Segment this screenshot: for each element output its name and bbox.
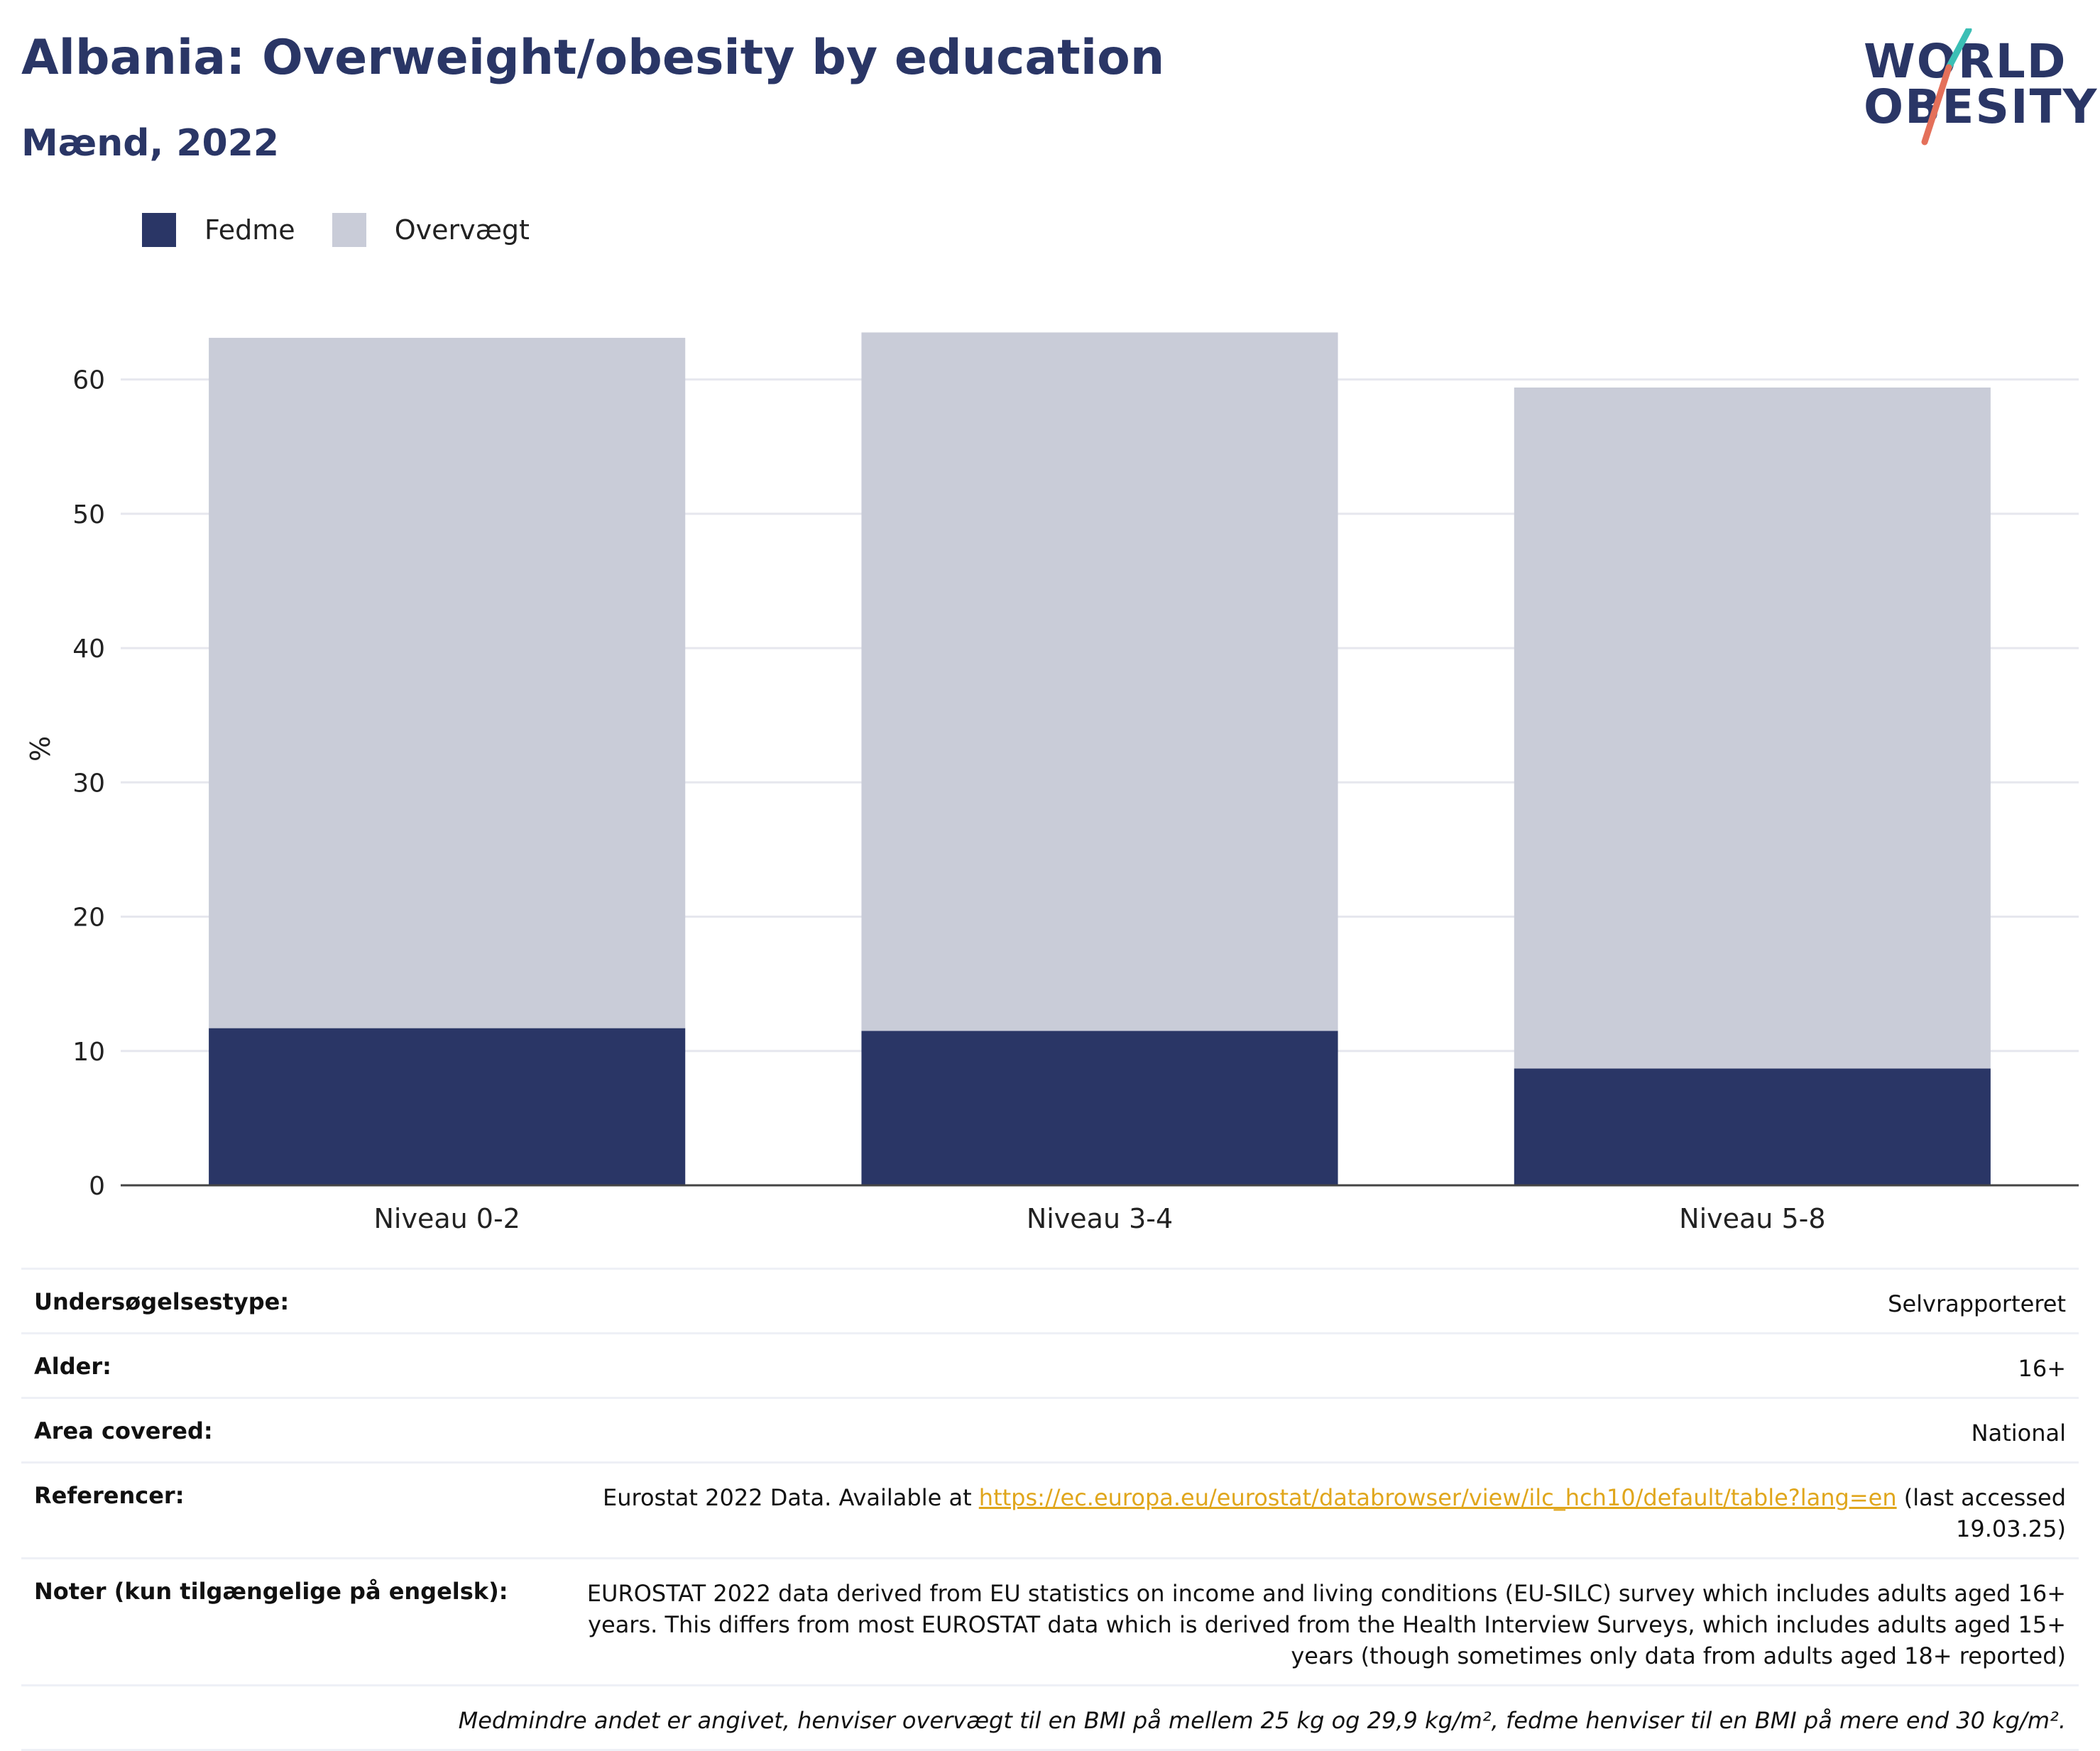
references-suffix: (last accessed 19.03.25) [1896, 1484, 2066, 1542]
references-value: Eurostat 2022 Data. Available at https:/… [540, 1482, 2066, 1544]
survey-type-value: Selvrapporteret [1888, 1290, 2066, 1317]
age-value: 16+ [2018, 1355, 2066, 1382]
chart-legend: Fedme Overvægt [142, 210, 567, 250]
area-label: Area covered: [34, 1417, 213, 1444]
stacked-bar-chart: 0 10 20 30 40 50 60% Niveau 0-2 Niveau 3-4 Niveau… [25, 332, 2079, 1234]
x-tick-label: Niveau 0-2 [373, 1203, 520, 1234]
logo-line-2: OBESITY [1864, 79, 2099, 134]
info-row-survey-type: Undersøgelsestype: Selvrapporteret [21, 1268, 2079, 1332]
survey-type-label: Undersøgelsestype: [34, 1288, 290, 1315]
info-row-age: Alder: 16+ [21, 1332, 2079, 1397]
page-title: Albania: Overweight/obesity by education [21, 30, 1165, 86]
notes-value: EUROSTAT 2022 data derived from EU stati… [586, 1580, 2066, 1669]
world-obesity-logo: WORLD OBESITY [1849, 28, 2096, 149]
references-prefix: Eurostat 2022 Data. Available at [603, 1484, 979, 1511]
y-tick-label: 0 [89, 1172, 105, 1201]
y-tick-label: 40 [72, 635, 105, 664]
area-value: National [1971, 1420, 2066, 1447]
bar-fedme [209, 1028, 686, 1185]
references-label: Referencer: [34, 1482, 185, 1509]
legend-label-overvaegt: Overvægt [394, 214, 530, 246]
bar-fedme [1514, 1068, 1991, 1185]
footnote-text: Medmindre andet er angivet, henviser ove… [458, 1707, 2066, 1734]
bar-fedme [861, 1031, 1338, 1185]
x-tick-label: Niveau 3-4 [1027, 1203, 1173, 1234]
info-table: Undersøgelsestype: Selvrapporteret Alder… [21, 1268, 2079, 1751]
info-row-footnote: Medmindre andet er angivet, henviser ove… [21, 1684, 2079, 1751]
y-tick-label: 60 [72, 366, 105, 395]
legend-swatch-fedme [142, 213, 176, 247]
age-label: Alder: [34, 1353, 111, 1380]
info-row-area: Area covered: National [21, 1397, 2079, 1461]
x-tick-label: Niveau 5-8 [1679, 1203, 1825, 1234]
legend-item-fedme[interactable]: Fedme [142, 213, 295, 247]
y-tick-label: 20 [72, 904, 105, 933]
y-axis-label: % [25, 736, 56, 762]
info-row-notes: Noter (kun tilgængelige på engelsk): EUR… [21, 1557, 2079, 1684]
bar-overvaegt [861, 332, 1338, 1031]
bar-overvaegt [209, 337, 686, 1028]
notes-label: Noter (kun tilgængelige på engelsk): [34, 1578, 508, 1605]
logo-slash-icon [1921, 28, 1972, 146]
references-link[interactable]: https://ec.europa.eu/eurostat/databrowse… [978, 1484, 1897, 1511]
bar-overvaegt [1514, 387, 1991, 1069]
info-row-references: Referencer: Eurostat 2022 Data. Availabl… [21, 1461, 2079, 1557]
y-tick-label: 50 [72, 500, 105, 529]
legend-swatch-overvaegt [332, 213, 366, 247]
y-tick-label: 10 [72, 1038, 105, 1067]
y-tick-label: 30 [72, 769, 105, 798]
legend-label-fedme: Fedme [204, 214, 295, 246]
page-subtitle: Mænd, 2022 [21, 122, 280, 165]
legend-item-overvaegt[interactable]: Overvægt [332, 213, 530, 247]
